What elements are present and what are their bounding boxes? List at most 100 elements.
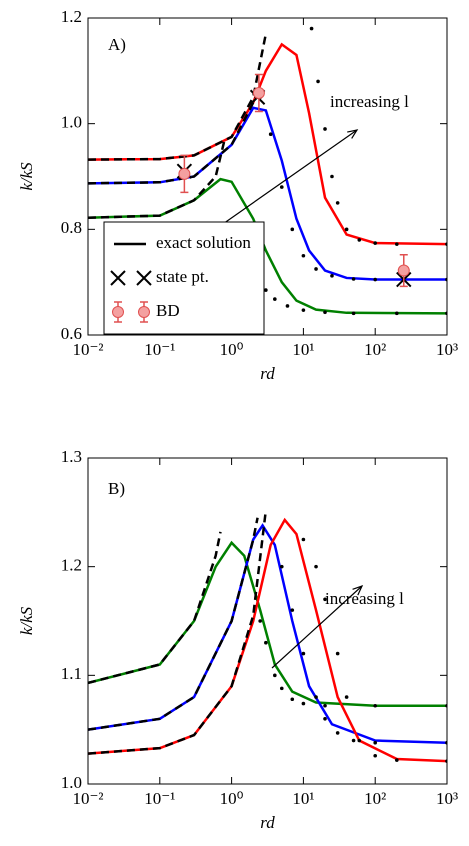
asymptote bbox=[88, 517, 259, 731]
asymptote-dot bbox=[344, 695, 349, 699]
asymptote-dot bbox=[323, 703, 327, 708]
axes-frame bbox=[87, 457, 448, 785]
legend-label: BD bbox=[156, 301, 180, 320]
asymptote-dot bbox=[314, 564, 318, 569]
annotation: increasing l bbox=[325, 589, 404, 608]
arrow-head bbox=[352, 584, 364, 596]
asymptote-dot bbox=[335, 651, 340, 656]
bd-point bbox=[252, 87, 265, 100]
bd-point bbox=[397, 264, 410, 277]
asymptote-dot bbox=[323, 310, 327, 315]
x-tick-label: 10⁻¹ bbox=[144, 789, 175, 808]
arrow-head bbox=[347, 129, 359, 139]
asymptote bbox=[88, 510, 268, 755]
x-tick-label: 10³ bbox=[436, 789, 458, 808]
y-tick-label: 1.2 bbox=[61, 556, 82, 575]
asymptote-dot bbox=[373, 740, 378, 745]
x-axis-label: rd bbox=[260, 364, 275, 383]
x-tick-label: 10⁻² bbox=[72, 340, 103, 359]
asymptote-dot bbox=[290, 697, 295, 702]
asymptote-dot bbox=[316, 79, 320, 84]
x-tick-label: 10⁰ bbox=[220, 340, 244, 359]
asymptote-dot bbox=[323, 597, 327, 602]
asymptote-dot bbox=[301, 701, 306, 706]
asymptote-dot bbox=[273, 297, 277, 301]
asymptote-dot bbox=[335, 201, 340, 205]
annotation: A) bbox=[108, 35, 126, 54]
asymptote-dot bbox=[314, 695, 318, 699]
asymptote-dot bbox=[395, 758, 399, 762]
annotation: B) bbox=[108, 479, 125, 498]
x-tick-label: 10² bbox=[364, 789, 386, 808]
asymptote-dot bbox=[373, 703, 378, 708]
y-tick-label: 1.2 bbox=[61, 7, 82, 26]
asymptote-dot bbox=[351, 738, 356, 743]
x-axis-label: rd bbox=[260, 813, 275, 832]
asymptote-dot bbox=[273, 673, 277, 678]
asymptote-dot bbox=[323, 717, 327, 721]
asymptote-dot bbox=[268, 132, 273, 137]
asymptote-dot bbox=[258, 619, 262, 623]
asymptote-dot bbox=[373, 753, 378, 758]
asymptote-dot bbox=[264, 288, 268, 292]
y-axis-label: k/kS bbox=[17, 606, 36, 635]
x-tick-label: 10⁻¹ bbox=[144, 340, 175, 359]
asymptote-dot bbox=[344, 227, 349, 232]
asymptote-dot bbox=[314, 267, 318, 271]
asymptote-dot bbox=[373, 277, 378, 282]
legend-x bbox=[110, 270, 126, 286]
asymptote-dot bbox=[351, 311, 356, 316]
asymptote-dot bbox=[301, 308, 306, 312]
asymptote-dot bbox=[285, 304, 290, 308]
asymptote-dot bbox=[279, 564, 284, 569]
asymptote-dot bbox=[309, 26, 314, 31]
legend-label: exact solution bbox=[156, 233, 251, 252]
asymptote-dot bbox=[335, 731, 340, 735]
asymptote-dot bbox=[357, 238, 362, 242]
asymptote bbox=[88, 86, 262, 185]
x-tick-label: 10¹ bbox=[292, 340, 314, 359]
asymptote-dot bbox=[330, 174, 334, 179]
asymptote-dot bbox=[323, 127, 327, 131]
curve bbox=[88, 42, 447, 246]
x-tick-label: 10⁰ bbox=[220, 789, 244, 808]
asymptote bbox=[88, 33, 268, 161]
x-tick-label: 10⁻² bbox=[72, 789, 103, 808]
y-tick-label: 1.3 bbox=[61, 447, 82, 466]
asymptote-dot bbox=[301, 253, 306, 258]
asymptote-dot bbox=[357, 738, 362, 743]
bd-point bbox=[178, 167, 191, 180]
curve bbox=[88, 540, 447, 708]
legend-box bbox=[103, 221, 265, 335]
legend-x bbox=[136, 270, 152, 286]
x-tick-label: 10³ bbox=[436, 340, 458, 359]
x-tick-label: 10² bbox=[364, 340, 386, 359]
legend-label: state pt. bbox=[156, 267, 209, 286]
x-tick-label: 10¹ bbox=[292, 789, 314, 808]
y-tick-label: 0.8 bbox=[61, 218, 82, 237]
plot-area bbox=[88, 510, 447, 763]
asymptote-dot bbox=[279, 185, 284, 189]
y-tick-label: 0.6 bbox=[61, 324, 82, 343]
legend-bd bbox=[138, 306, 150, 318]
y-tick-label: 1.0 bbox=[61, 773, 82, 792]
y-axis-label: k/kS bbox=[17, 162, 36, 191]
asymptote-dot bbox=[301, 537, 306, 542]
asymptote-dot bbox=[301, 651, 306, 656]
legend-bd bbox=[112, 306, 124, 318]
asymptote-dot bbox=[290, 227, 295, 232]
arrow bbox=[271, 585, 363, 669]
y-tick-label: 1.0 bbox=[61, 113, 82, 132]
axes-frame bbox=[87, 17, 448, 336]
y-tick-label: 1.1 bbox=[61, 664, 82, 683]
asymptote-dot bbox=[395, 242, 399, 246]
asymptote-dot bbox=[351, 277, 356, 281]
annotation: increasing l bbox=[330, 92, 409, 111]
asymptote bbox=[88, 139, 226, 219]
asymptote-dot bbox=[290, 608, 295, 612]
asymptote-dot bbox=[395, 311, 399, 316]
asymptote-dot bbox=[264, 640, 268, 645]
asymptote-dot bbox=[373, 241, 378, 245]
asymptote-dot bbox=[330, 274, 334, 278]
